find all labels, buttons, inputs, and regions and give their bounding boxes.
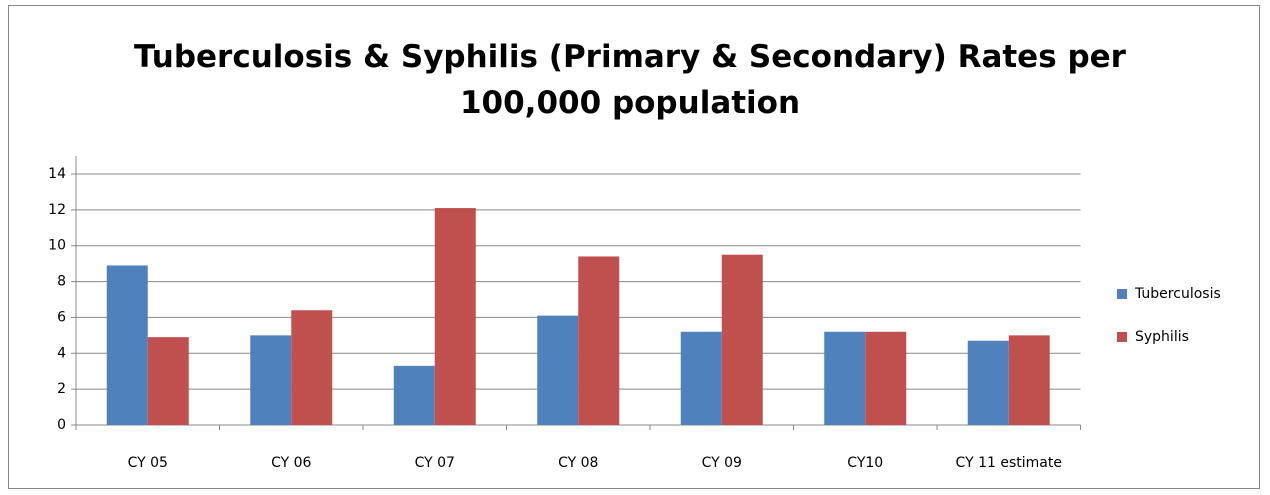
x-tick-label: CY 09 xyxy=(702,455,742,471)
y-tick-label: 0 xyxy=(57,417,66,433)
bar xyxy=(147,337,189,425)
x-tick-label: CY 06 xyxy=(271,455,311,471)
bar xyxy=(393,365,435,425)
bar xyxy=(680,331,722,425)
bar xyxy=(250,335,292,425)
bar xyxy=(291,310,333,425)
y-tick-label: 4 xyxy=(57,345,66,361)
bar xyxy=(578,256,620,425)
bar xyxy=(1008,335,1050,425)
x-tick-label: CY10 xyxy=(847,455,883,471)
legend-swatch xyxy=(1117,289,1127,299)
bar xyxy=(967,340,1009,425)
x-tick-label: CY 07 xyxy=(415,455,455,471)
y-tick-label: 12 xyxy=(48,202,66,218)
bar xyxy=(865,331,907,425)
y-tick-label: 10 xyxy=(48,238,66,254)
x-tick-label: CY 08 xyxy=(558,455,598,471)
legend-swatch xyxy=(1117,332,1127,342)
bar xyxy=(106,265,148,425)
x-tick-label: CY 11 estimate xyxy=(956,455,1062,471)
bar xyxy=(824,331,866,425)
chart-frame xyxy=(8,5,1260,489)
x-tick-label: CY 05 xyxy=(128,455,168,471)
legend-label: Tuberculosis xyxy=(1134,286,1221,302)
y-tick-label: 8 xyxy=(57,274,66,290)
y-tick-label: 2 xyxy=(57,381,66,397)
bar xyxy=(721,254,763,425)
y-tick-label: 14 xyxy=(48,166,66,182)
bar xyxy=(537,315,579,425)
legend-label: Syphilis xyxy=(1135,329,1189,345)
y-tick-label: 6 xyxy=(57,309,66,325)
chart-title: Tuberculosis & Syphilis (Primary & Secon… xyxy=(134,39,1126,121)
bar xyxy=(434,208,476,425)
